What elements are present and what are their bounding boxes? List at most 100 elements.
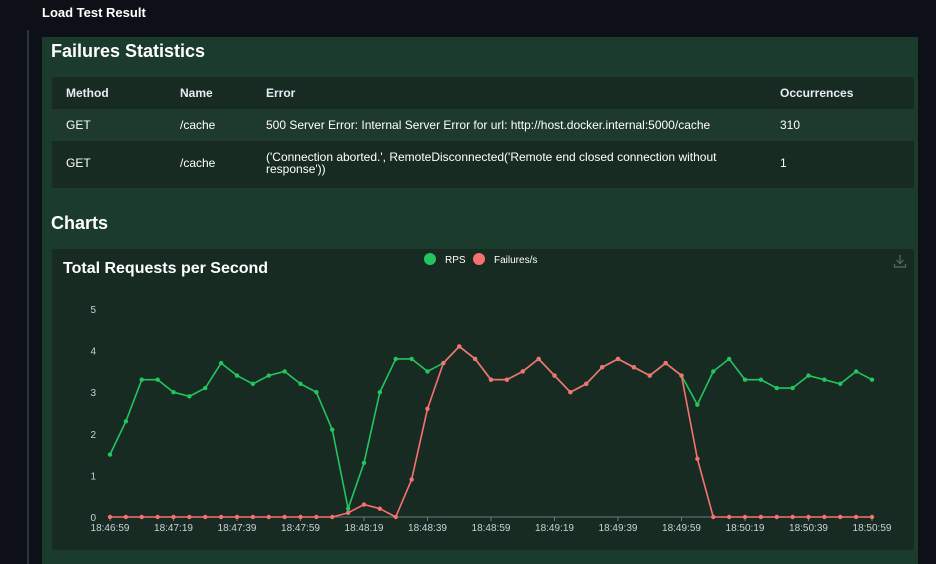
- x-tick-label: 18:47:19: [154, 523, 193, 534]
- data-point-failures: [552, 373, 557, 378]
- data-point-rps: [425, 369, 430, 374]
- data-point-failures: [663, 360, 668, 366]
- y-tick-label: 3: [90, 388, 96, 399]
- data-point-rps: [774, 385, 779, 391]
- error-text-line1: ('Connection aborted.', RemoteDisconnect…: [266, 150, 717, 164]
- y-tick-label: 2: [90, 430, 96, 441]
- data-point-rps: [123, 419, 129, 424]
- y-tick-label: 1: [90, 471, 96, 482]
- data-point-failures: [726, 514, 732, 520]
- data-point-failures: [282, 514, 287, 520]
- x-tick-label: 18:50:19: [726, 523, 765, 534]
- x-tick-label: 18:50:39: [789, 523, 828, 534]
- legend-label-rps: RPS: [445, 255, 466, 266]
- data-point-failures: [488, 377, 494, 382]
- data-point-rps: [695, 402, 700, 407]
- data-point-rps: [187, 394, 192, 399]
- data-point-failures: [504, 377, 510, 382]
- x-tick-label: 18:48:19: [345, 523, 384, 534]
- data-point-rps: [726, 356, 732, 362]
- series-line-failures: [110, 345, 872, 518]
- data-point-failures: [250, 514, 256, 520]
- data-point-rps: [203, 385, 208, 391]
- cell-occurrences: 1: [780, 156, 787, 170]
- data-point-rps: [869, 377, 875, 382]
- data-point-rps: [155, 377, 160, 382]
- x-tick-label: 18:49:59: [662, 523, 701, 534]
- chart-title: Total Requests per Second: [63, 260, 269, 277]
- rps-chart-card: Total Requests per Second RPS Failures/s…: [52, 249, 914, 550]
- x-tick-label: 18:47:39: [218, 523, 257, 534]
- cell-occurrences: 310: [780, 109, 914, 141]
- data-point-rps: [345, 506, 351, 511]
- y-tick-label: 5: [90, 305, 96, 316]
- error-text-line1: 500 Server Error: Internal Server Error …: [266, 118, 711, 132]
- x-tick-label: 18:48:39: [408, 523, 447, 534]
- data-point-failures: [631, 365, 637, 370]
- data-point-failures: [758, 514, 764, 520]
- results-panel: Failures Statistics Method Name Error Oc…: [42, 37, 918, 564]
- column-header-occurrences: Occurrences: [780, 86, 854, 100]
- data-point-failures: [615, 356, 621, 362]
- data-point-failures: [838, 514, 843, 520]
- data-point-rps: [790, 385, 795, 391]
- data-point-failures: [187, 514, 192, 520]
- data-point-rps: [822, 377, 827, 382]
- data-point-rps: [377, 390, 383, 395]
- data-point-failures: [441, 360, 446, 366]
- data-point-rps: [758, 377, 764, 382]
- error-text-line2: response')): [266, 162, 326, 176]
- y-axis: 0 1 2 3 4 5: [90, 305, 96, 524]
- page-title: Load Test Result: [42, 5, 146, 20]
- data-point-failures: [171, 514, 176, 520]
- data-point-failures: [853, 514, 859, 520]
- data-point-rps: [806, 373, 811, 378]
- x-tick-label: 18:47:59: [281, 523, 320, 534]
- download-icon[interactable]: [892, 253, 908, 269]
- data-point-failures: [203, 514, 208, 520]
- data-point-rps: [393, 356, 398, 362]
- charts-section-title: Charts: [51, 213, 109, 233]
- data-point-failures: [234, 514, 240, 520]
- data-point-rps: [409, 356, 414, 362]
- data-point-failures: [377, 506, 383, 511]
- data-point-rps: [314, 390, 319, 395]
- data-point-failures: [266, 514, 271, 520]
- data-point-rps: [711, 369, 716, 374]
- left-divider: [27, 30, 29, 564]
- y-tick-label: 0: [90, 513, 96, 524]
- data-point-failures: [679, 373, 684, 378]
- data-point-failures: [520, 369, 525, 374]
- data-point-failures: [425, 406, 430, 412]
- chart-legend: RPS Failures/s: [424, 253, 537, 266]
- data-point-rps: [298, 381, 303, 387]
- data-point-rps: [742, 377, 748, 382]
- data-point-failures: [790, 514, 795, 520]
- data-point-failures: [584, 381, 589, 387]
- data-point-rps: [361, 460, 367, 466]
- failures-section-title: Failures Statistics: [51, 41, 206, 61]
- data-point-failures: [123, 514, 129, 520]
- x-tick-label: 18:48:59: [472, 523, 511, 534]
- data-point-failures: [298, 514, 303, 520]
- column-header-error: Error: [266, 86, 296, 100]
- x-tick-label: 18:50:59: [853, 523, 892, 534]
- data-point-failures: [457, 344, 462, 349]
- data-point-failures: [711, 514, 716, 520]
- data-point-failures: [314, 514, 319, 520]
- data-point-rps: [171, 390, 176, 395]
- x-tick-label: 18:49:39: [599, 523, 638, 534]
- table-row: GET /cache 500 Server Error: Internal Se…: [52, 109, 914, 141]
- table-row: GET /cache ('Connection aborted.', Remot…: [52, 141, 914, 185]
- data-point-failures: [218, 514, 224, 520]
- data-point-rps: [250, 381, 256, 387]
- data-point-failures: [599, 365, 605, 370]
- data-point-failures: [139, 514, 144, 520]
- x-tick-label: 18:49:19: [535, 523, 574, 534]
- data-point-rps: [266, 373, 271, 378]
- data-point-rps: [282, 369, 287, 374]
- cell-method: GET: [52, 109, 180, 141]
- data-point-rps: [139, 377, 144, 382]
